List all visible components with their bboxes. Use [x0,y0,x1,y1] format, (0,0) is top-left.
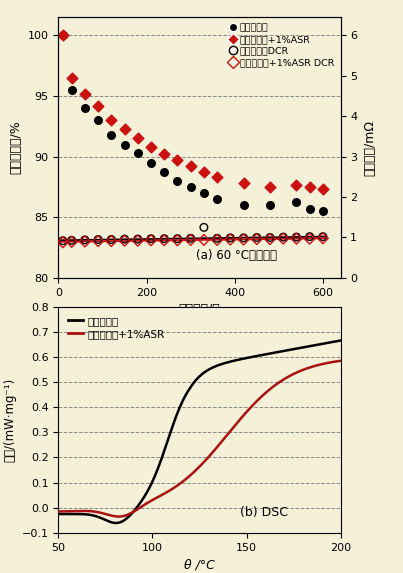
Point [161,236,168,245]
Point [108,116,114,125]
Point [148,142,154,151]
Point [174,234,181,244]
Point [161,234,168,244]
Point [214,236,220,245]
Point [293,234,300,244]
Point [60,31,66,40]
Point [82,237,88,246]
X-axis label: θ /°C: θ /°C [184,558,215,571]
Point [108,237,114,246]
Text: (a) 60 °C存储曲线: (a) 60 °C存储曲线 [196,249,276,262]
Point [135,236,141,245]
Point [95,116,101,125]
Point [108,130,114,139]
Point [227,235,234,244]
Point [214,172,220,182]
Point [293,197,300,206]
Point [148,158,154,167]
Point [95,235,101,244]
Point [306,204,313,213]
Point [82,89,88,98]
Point [121,234,128,244]
Point [201,236,207,245]
Point [267,201,273,210]
Point [82,104,88,113]
Point [267,233,273,242]
Point [187,236,194,245]
Point [161,150,168,159]
Point [293,233,300,242]
Y-axis label: 直流电阵/mΩ: 直流电阵/mΩ [363,120,376,175]
Point [320,232,326,241]
Point [60,238,66,247]
Point [135,134,141,143]
Point [95,237,101,246]
Point [306,232,313,241]
Point [201,223,207,232]
Point [293,180,300,189]
Point [253,233,260,242]
Point [135,148,141,158]
Point [121,140,128,149]
Point [148,236,154,245]
Point [240,201,247,210]
Point [108,235,114,244]
Point [174,236,181,245]
Point [174,176,181,186]
Y-axis label: 热流/(mW·mg⁻¹): 热流/(mW·mg⁻¹) [3,378,16,462]
Point [69,236,75,245]
Point [214,234,220,243]
Point [306,182,313,191]
Point [60,236,66,245]
Legend: 基础电解液, 基础电解液+1%ASR, 基础电解液DCR, 基础电解液+1%ASR DCR: 基础电解液, 基础电解液+1%ASR, 基础电解液DCR, 基础电解液+1%AS… [227,22,336,69]
Point [187,182,194,191]
Point [267,182,273,191]
Y-axis label: 容量保持率/%: 容量保持率/% [9,121,22,174]
Point [95,101,101,110]
Point [60,31,66,40]
Point [280,233,287,242]
Point [201,189,207,198]
Point [280,234,287,244]
Point [253,234,260,244]
Point [187,234,194,243]
Point [148,234,154,244]
X-axis label: 存储时间/天: 存储时间/天 [179,303,220,316]
Point [320,207,326,216]
Point [174,156,181,165]
Point [240,233,247,242]
Point [82,236,88,245]
Point [69,85,75,95]
Point [69,73,75,83]
Text: (b) DSC: (b) DSC [240,507,289,519]
Point [69,237,75,246]
Point [161,168,168,177]
Legend: 基础电解液, 基础电解液+1%ASR: 基础电解液, 基础电解液+1%ASR [64,312,169,343]
Point [187,162,194,171]
Point [320,234,326,243]
Point [201,168,207,177]
Point [121,124,128,134]
Point [240,179,247,188]
Point [320,185,326,194]
Point [121,236,128,245]
Point [227,233,234,242]
Point [240,235,247,244]
Point [267,234,273,244]
Point [214,194,220,203]
Point [135,234,141,244]
Point [306,234,313,244]
